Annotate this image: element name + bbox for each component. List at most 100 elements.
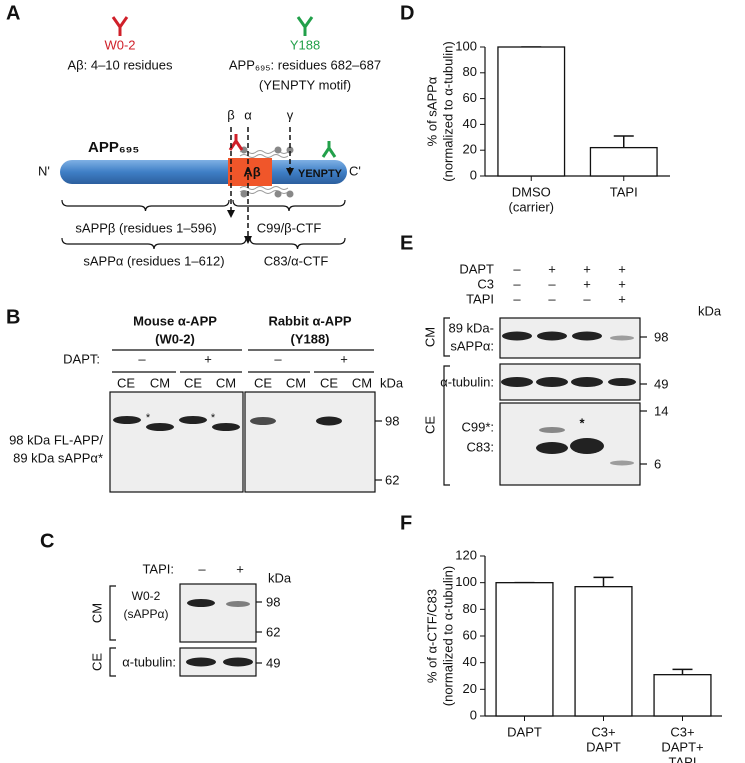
fragment-label: C83/α-CTF <box>264 253 329 268</box>
epitope: Aβ: 4–10 residues <box>67 57 173 72</box>
band-label: 98 kDa FL-APP/ <box>9 432 103 447</box>
sign: + <box>618 276 626 291</box>
treatment: DAPT: <box>63 351 100 366</box>
row-label: 89 kDa- <box>448 320 494 335</box>
lane-label: CE <box>117 375 135 390</box>
lane-label: CE <box>184 375 202 390</box>
y-tick-label: 100 <box>455 574 477 589</box>
sign: – <box>274 351 282 366</box>
bar <box>653 674 712 717</box>
marker: 14 <box>654 403 668 418</box>
row-label: α-tubulin: <box>122 654 176 669</box>
row-label: (sAPPα) <box>124 607 169 621</box>
sign: + <box>583 276 591 291</box>
lane-label: CM <box>150 375 170 390</box>
blot <box>499 402 641 486</box>
blot-e: DAPT – + + +C3– – + +TAPI – – – + kDa * 89 kDa- sAP… <box>422 261 722 486</box>
y-axis-label: % of sAPPα <box>424 76 439 146</box>
treatment: DAPT <box>459 261 494 276</box>
panel-label: D <box>400 2 414 24</box>
site: γ <box>287 107 294 122</box>
y-tick-label: 120 <box>455 547 477 562</box>
treatment: C3 <box>477 276 494 291</box>
abeta-region <box>228 158 272 186</box>
protein-bar <box>60 160 347 184</box>
y-tick-label: 60 <box>463 90 477 105</box>
y-tick-label: 0 <box>470 167 477 182</box>
sign: + <box>583 261 591 276</box>
lane-label: CM <box>352 375 372 390</box>
group-label: CM <box>422 327 437 347</box>
unit: kDa <box>380 375 404 390</box>
y-tick-label: 40 <box>463 116 477 131</box>
y-axis-label: (normalized to α-tubulin) <box>440 566 455 706</box>
asterisk: * <box>211 412 216 424</box>
y-tick-label: 60 <box>463 627 477 642</box>
marker: 6 <box>654 456 661 471</box>
sign: – <box>548 291 556 306</box>
marker: 62 <box>266 624 280 639</box>
panel-label: A <box>6 2 20 24</box>
cleavage-arrows <box>230 127 291 238</box>
antibody: (W0-2) <box>155 331 195 346</box>
row-label: sAPPα: <box>450 338 494 353</box>
marker: 49 <box>266 655 280 670</box>
diagram: W0-2 Aβ: 4–10 residues Y188 APP₆₉₅: resi… <box>38 16 381 268</box>
antibody-icon <box>296 16 314 36</box>
row-label: C99*: <box>461 419 494 434</box>
site: β <box>227 107 234 122</box>
y-tick-label: 0 <box>470 707 477 722</box>
asterisk: * <box>146 412 151 424</box>
y-axis-label: % of α-CTF/C83 <box>424 589 439 683</box>
brace <box>249 237 346 250</box>
panel-label: C <box>40 530 54 552</box>
sign: + <box>618 291 626 306</box>
blot <box>244 391 376 493</box>
bands <box>186 599 253 667</box>
bar <box>495 582 554 717</box>
site: α <box>244 107 252 122</box>
antibody-icon <box>321 141 337 158</box>
sign: – <box>138 351 146 366</box>
sign: – <box>583 291 591 306</box>
row-label: W0-2 <box>132 589 161 603</box>
lane-label: CM <box>216 375 236 390</box>
marker: 98 <box>266 594 280 609</box>
y-tick-label: 20 <box>463 681 477 696</box>
x-tick-label: C3+ <box>591 724 615 739</box>
bands <box>501 331 636 466</box>
sign: + <box>548 261 556 276</box>
asterisk: * <box>579 415 585 430</box>
y-tick-label: 100 <box>455 38 477 53</box>
sign: + <box>340 351 348 366</box>
y-tick-label: 20 <box>463 142 477 157</box>
sign: + <box>618 261 626 276</box>
braces <box>61 199 346 250</box>
lane-label: CE <box>254 375 272 390</box>
bar <box>497 46 566 177</box>
sign: – <box>513 261 521 276</box>
fragment-label: sAPPα (residues 1–612) <box>83 253 224 268</box>
x-tick-label: DAPT <box>586 739 621 754</box>
marker: 98 <box>385 413 399 428</box>
fragment-label: sAPPβ (residues 1–596) <box>75 220 216 235</box>
bar <box>589 146 658 177</box>
blot <box>109 391 244 493</box>
brace <box>232 199 346 212</box>
brace <box>61 199 230 212</box>
panel-label: F <box>400 512 412 534</box>
y-tick-label: 40 <box>463 654 477 669</box>
lane-label: CE <box>320 375 338 390</box>
sign: – <box>513 276 521 291</box>
panel-label: E <box>400 232 413 254</box>
unit: kDa <box>698 303 722 318</box>
x-tick-label: C3+ <box>670 724 694 739</box>
antibody: (Y188) <box>290 331 329 346</box>
bar <box>574 586 633 717</box>
fragment-label: C99/β-CTF <box>257 220 322 235</box>
antibody-name: Y188 <box>290 37 320 52</box>
epitope: APP₆₉₅: residues 682–687 <box>229 57 381 72</box>
protein-name: APP₆₉₅ <box>88 139 139 156</box>
blot <box>179 583 257 643</box>
